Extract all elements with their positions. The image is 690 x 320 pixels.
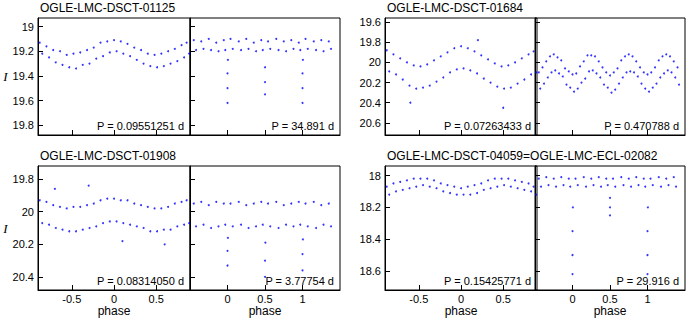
svg-text:0.5: 0.5 [149, 293, 164, 305]
svg-text:0: 0 [224, 293, 230, 305]
svg-text:phase: phase [594, 304, 627, 318]
svg-text:20: 20 [369, 56, 381, 68]
svg-text:20.2: 20.2 [13, 238, 34, 250]
svg-text:P = 0.09551251 d: P = 0.09551251 d [97, 120, 184, 132]
svg-text:19.8: 19.8 [13, 173, 34, 185]
svg-text:19.6: 19.6 [360, 16, 381, 28]
svg-text:P = 29.916 d: P = 29.916 d [617, 275, 680, 287]
svg-text:20.6: 20.6 [360, 117, 381, 129]
svg-text:I: I [2, 221, 8, 236]
svg-text:20.4: 20.4 [13, 271, 34, 283]
svg-text:0: 0 [458, 293, 464, 305]
svg-text:P = 0.08314050 d: P = 0.08314050 d [97, 275, 184, 287]
svg-text:0.5: 0.5 [257, 293, 272, 305]
svg-text:P = 0.07263433 d: P = 0.07263433 d [444, 120, 531, 132]
svg-text:19: 19 [22, 21, 34, 33]
svg-text:phase: phase [249, 304, 282, 318]
svg-text:20.4: 20.4 [360, 97, 381, 109]
svg-text:-0.5: -0.5 [409, 293, 428, 305]
svg-text:18.4: 18.4 [360, 233, 381, 245]
svg-text:0: 0 [569, 293, 575, 305]
svg-text:0.5: 0.5 [602, 293, 617, 305]
svg-text:OGLE-LMC-DSCT-01684: OGLE-LMC-DSCT-01684 [387, 1, 523, 15]
svg-text:1: 1 [299, 293, 305, 305]
svg-text:P = 0.15425771 d: P = 0.15425771 d [444, 275, 531, 287]
svg-text:19.8: 19.8 [360, 36, 381, 48]
svg-text:OGLE-LMC-DSCT-01908: OGLE-LMC-DSCT-01908 [40, 149, 176, 163]
svg-text:19.6: 19.6 [13, 95, 34, 107]
svg-text:1: 1 [644, 293, 650, 305]
svg-text:OGLE-LMC-DSCT-01125: OGLE-LMC-DSCT-01125 [40, 1, 175, 15]
svg-text:P = 34.891 d: P = 34.891 d [272, 120, 335, 132]
svg-text:-0.5: -0.5 [62, 293, 81, 305]
svg-text:20: 20 [22, 206, 34, 218]
svg-text:19.8: 19.8 [13, 119, 34, 131]
svg-text:18: 18 [369, 170, 381, 182]
svg-text:P = 0.470788 d: P = 0.470788 d [604, 120, 679, 132]
svg-text:20.2: 20.2 [360, 77, 381, 89]
svg-text:19.2: 19.2 [13, 45, 34, 57]
svg-text:phase: phase [445, 304, 478, 318]
svg-text:18.6: 18.6 [360, 265, 381, 277]
svg-text:I: I [2, 69, 8, 84]
svg-text:18.2: 18.2 [360, 201, 381, 213]
svg-text:0.5: 0.5 [496, 293, 511, 305]
svg-text:phase: phase [98, 304, 131, 318]
svg-text:OGLE-LMC-DSCT-04059=OGLE-LMC-E: OGLE-LMC-DSCT-04059=OGLE-LMC-ECL-02082 [387, 149, 658, 163]
svg-text:19.4: 19.4 [13, 70, 34, 82]
svg-text:0: 0 [111, 293, 117, 305]
svg-text:P = 3.77754 d: P = 3.77754 d [265, 275, 334, 287]
